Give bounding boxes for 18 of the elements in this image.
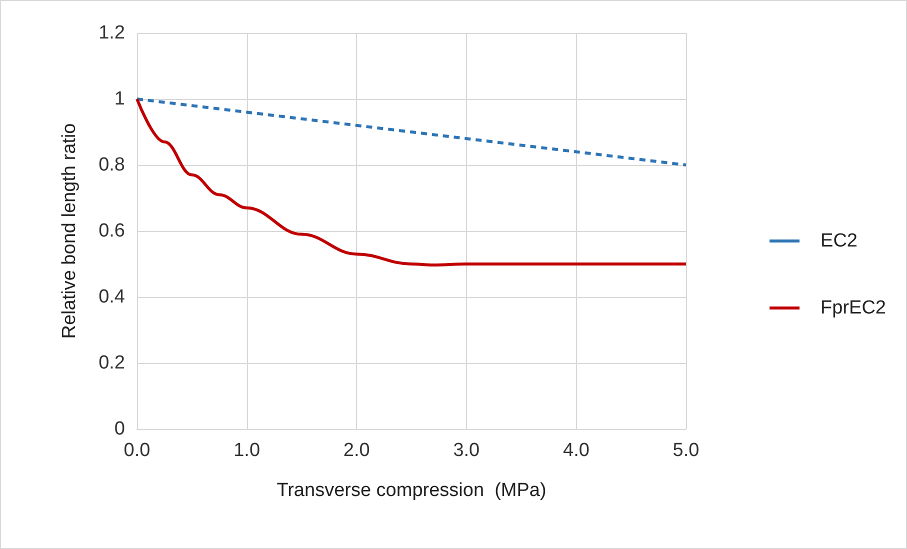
x-tick-label: 0.0	[124, 440, 150, 461]
y-tick-label: 0.6	[98, 220, 125, 242]
x-axis-title: Transverse compression (MPa)	[276, 480, 546, 501]
y-tick-label: 0	[114, 418, 125, 440]
y-tick-label: 1	[114, 88, 125, 110]
x-tick-label: 5.0	[672, 440, 700, 461]
x-tick-label: 4.0	[562, 440, 590, 461]
y-tick-label: 0.2	[98, 352, 125, 374]
legend-label: EC2	[820, 230, 858, 252]
x-tick-label: 2.0	[343, 440, 370, 461]
y-tick-label: 0.8	[98, 154, 125, 176]
x-tick-label: 3.0	[453, 440, 480, 461]
line-series	[136, 98, 688, 266]
x-tick-label: 1.0	[234, 440, 260, 461]
legend-label: FprEC2	[820, 298, 886, 318]
y-tick-label: 1.2	[98, 22, 125, 44]
y-axis-title: Relative bond length ratio	[59, 123, 80, 339]
y-tick-label: 0.4	[98, 286, 126, 308]
